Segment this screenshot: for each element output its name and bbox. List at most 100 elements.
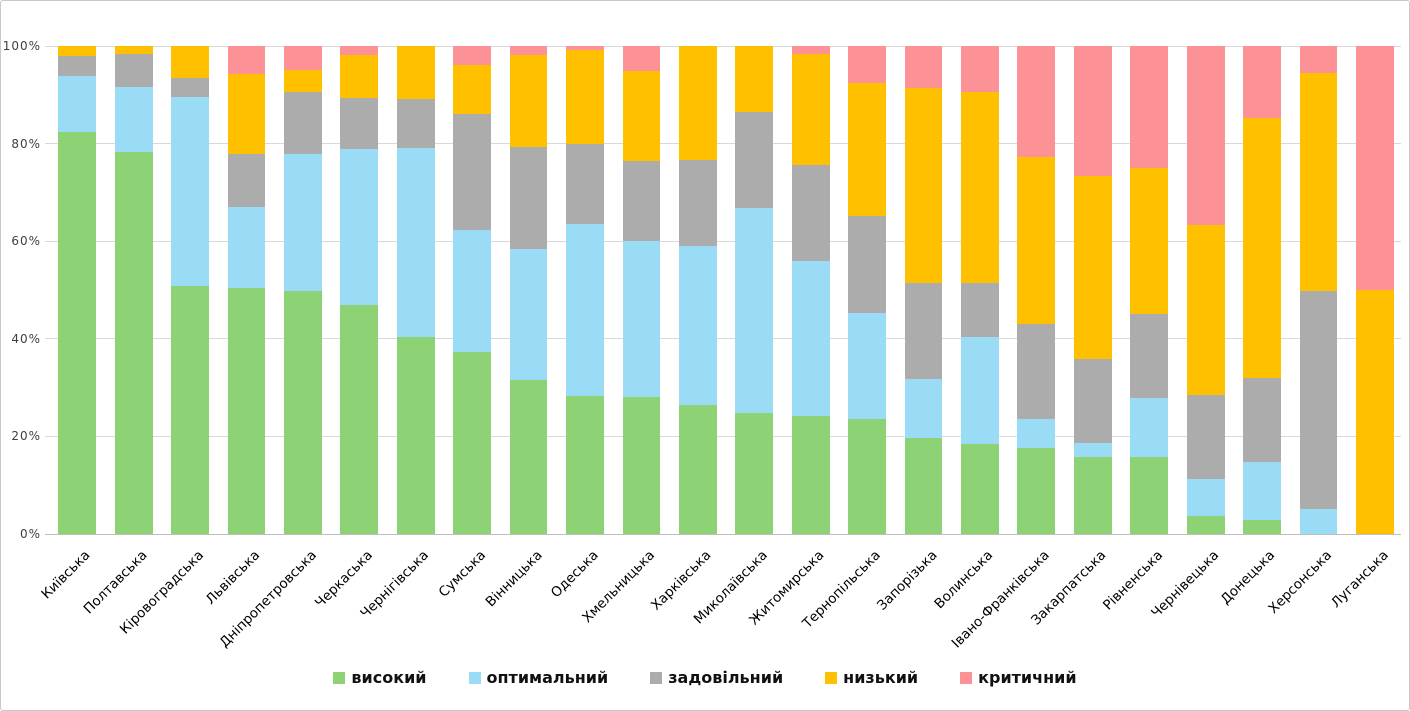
bar-column	[622, 46, 661, 534]
legend-label: задовільний	[668, 668, 784, 687]
bar-segment-low	[340, 55, 379, 99]
legend-swatch-high	[333, 671, 346, 684]
bar-segment-optimal	[1299, 508, 1338, 534]
bar-segment-low	[791, 53, 830, 166]
bar-segment-low	[735, 46, 774, 113]
bar-slot	[952, 46, 1008, 534]
bar-slot	[444, 46, 500, 534]
bar-segment-optimal	[961, 336, 999, 445]
legend-swatch-satisfactory	[650, 671, 663, 684]
bar-segment-high	[396, 337, 435, 534]
bar-slot	[1177, 46, 1233, 534]
gridline	[45, 435, 1401, 437]
bar-segment-satisfactory	[284, 92, 322, 155]
bar-slot	[105, 46, 161, 534]
bar-segment-critical	[227, 46, 266, 74]
bar-segment-high	[1243, 520, 1281, 534]
bar-segment-critical	[904, 46, 943, 88]
bar-segment-critical	[791, 46, 830, 54]
bar-column	[904, 46, 943, 534]
bar-segment-satisfactory	[1186, 394, 1225, 479]
bar-column	[58, 46, 97, 534]
legend-item-optimal: оптимальний	[468, 668, 608, 687]
bar-slot	[557, 46, 613, 534]
bar-segment-optimal	[848, 312, 887, 420]
bar-segment-critical	[1073, 46, 1112, 177]
bar-slot	[218, 46, 274, 534]
bar-segment-high	[678, 405, 717, 534]
bar-segment-optimal	[509, 248, 548, 381]
bar-column	[1356, 46, 1394, 534]
bar-column	[453, 46, 492, 534]
bar-column	[1243, 46, 1281, 534]
bar-column	[1130, 46, 1169, 534]
bar-segment-optimal	[396, 148, 435, 338]
bar-segment-low	[1017, 156, 1056, 324]
bar-segment-critical	[1299, 46, 1338, 74]
bar-segment-high	[284, 290, 322, 534]
bar-segment-high	[114, 151, 153, 534]
bar-segment-high	[904, 437, 943, 534]
y-axis-tick-label: 40%	[11, 331, 41, 346]
bar-slot	[388, 46, 444, 534]
bar-segment-satisfactory	[1299, 290, 1338, 509]
legend-swatch-optimal	[468, 671, 481, 684]
bar-slot	[49, 46, 105, 534]
bar-segment-low	[904, 87, 943, 283]
y-axis-tick-label: 20%	[11, 429, 41, 444]
x-axis-category-label: Київська	[38, 547, 94, 603]
bar-segment-high	[58, 131, 97, 534]
bar-segment-high	[171, 286, 209, 534]
bar-segment-critical	[509, 46, 548, 55]
bar-segment-optimal	[453, 229, 492, 353]
bar-segment-low	[678, 46, 717, 160]
bar-segment-optimal	[735, 208, 774, 414]
bar-segment-optimal	[1243, 462, 1281, 521]
bar-segment-satisfactory	[171, 77, 209, 98]
bar-slot	[1290, 46, 1346, 534]
bar-slot	[670, 46, 726, 534]
bar-segment-optimal	[340, 149, 379, 306]
bar-segment-satisfactory	[396, 99, 435, 148]
bar-segment-low	[396, 46, 435, 100]
bar-segment-low	[227, 73, 266, 154]
bar-segment-satisfactory	[566, 144, 604, 225]
bar-segment-low	[1130, 168, 1169, 314]
bar-segment-optimal	[227, 207, 266, 288]
bar-segment-low	[284, 69, 322, 93]
bar-segment-low	[1243, 118, 1281, 378]
bar-segment-satisfactory	[114, 54, 153, 88]
y-axis-tick-label: 0%	[19, 527, 41, 541]
bar-segment-optimal	[1073, 443, 1112, 458]
bar-segment-low	[848, 82, 887, 216]
legend-swatch-critical	[960, 671, 973, 684]
bar-segment-satisfactory	[1017, 323, 1056, 420]
bar-segment-optimal	[1186, 478, 1225, 516]
bar-segment-optimal	[284, 154, 322, 291]
bar-segment-high	[622, 396, 661, 534]
x-axis-category-label: Сумська	[435, 547, 489, 601]
bar-column	[114, 46, 153, 534]
bar-segment-satisfactory	[961, 282, 999, 337]
bar-segment-high	[1017, 448, 1056, 534]
legend-item-critical: критичний	[960, 668, 1077, 687]
bar-column	[678, 46, 717, 534]
bar-segment-optimal	[58, 75, 97, 132]
bar-segment-high	[791, 416, 830, 534]
bar-column	[791, 46, 830, 534]
bar-segment-critical	[340, 46, 379, 56]
bar-slot	[895, 46, 951, 534]
bar-slot	[726, 46, 782, 534]
bar-segment-satisfactory	[791, 165, 830, 261]
x-axis-category-label: Донецька	[1218, 547, 1279, 608]
bar-column	[1299, 46, 1338, 534]
bar-segment-satisfactory	[509, 146, 548, 249]
bar-segment-critical	[453, 46, 492, 66]
bar-segment-critical	[622, 46, 661, 72]
bar-column	[961, 46, 999, 534]
bar-slot	[613, 46, 669, 534]
bar-segment-optimal	[1017, 419, 1056, 449]
gridline	[45, 143, 1401, 145]
bar-segment-high	[1186, 515, 1225, 534]
bar-segment-satisfactory	[1073, 358, 1112, 444]
